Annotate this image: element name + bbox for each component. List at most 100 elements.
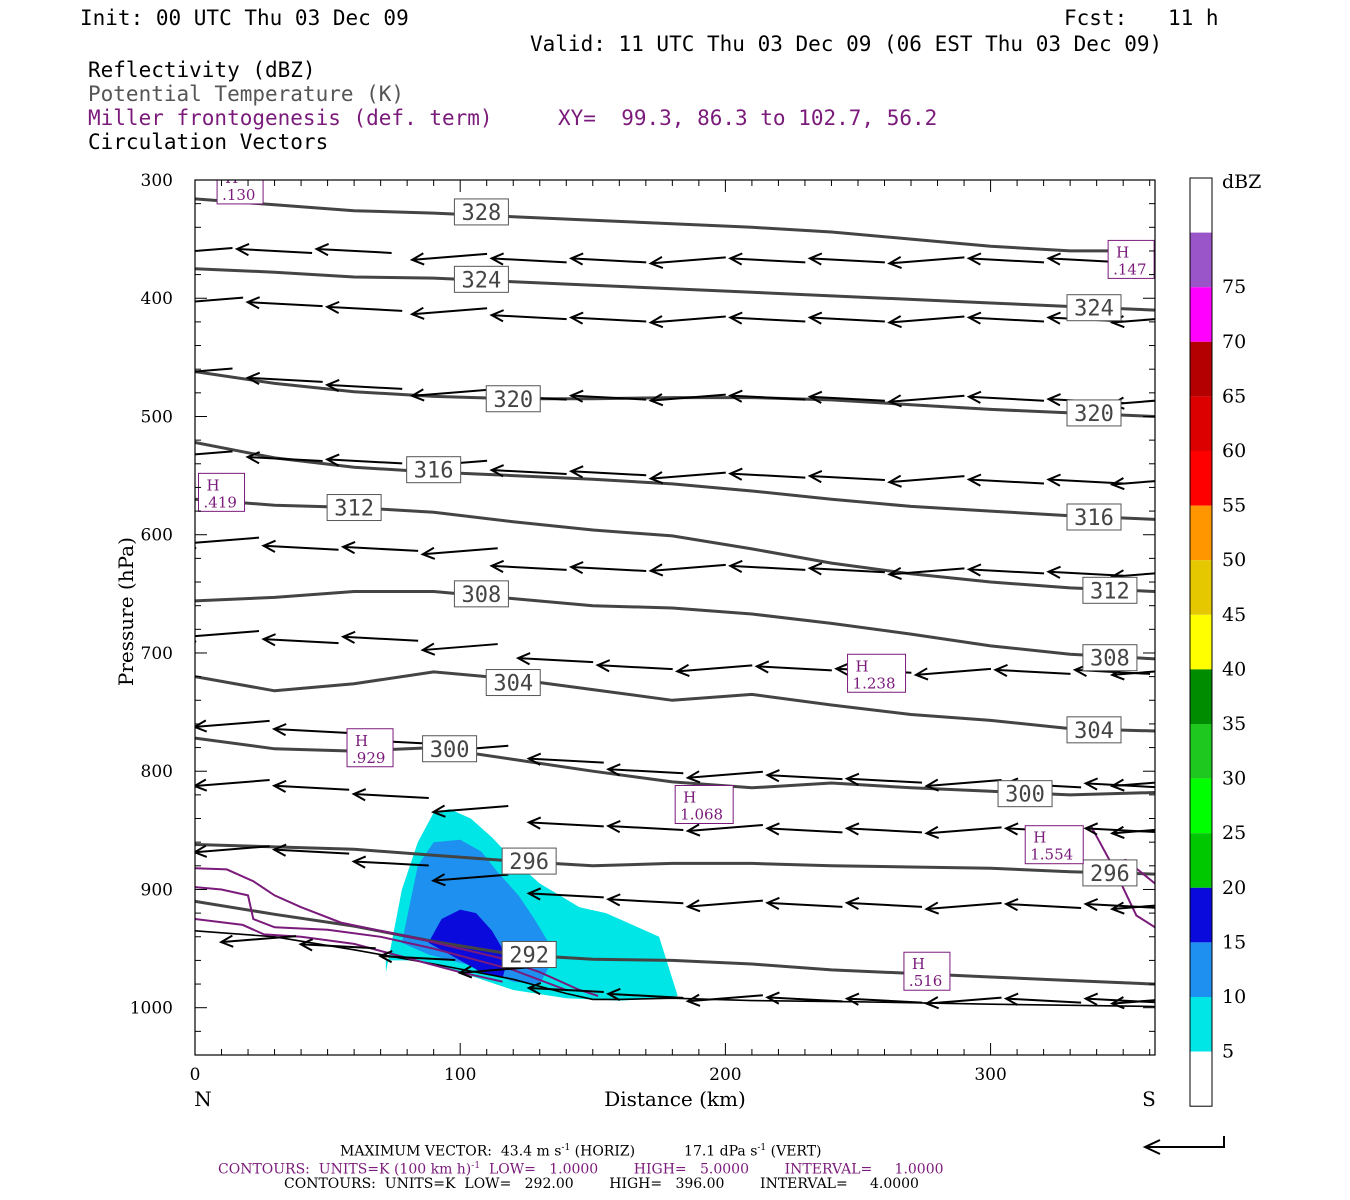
circulation-vector — [924, 901, 1002, 915]
circulation-vector — [685, 823, 763, 837]
theta-label-292: 292 — [501, 940, 557, 968]
circulation-vector — [1003, 898, 1082, 912]
x-tick-label: 0 — [190, 1065, 201, 1085]
forecast-hour: 11 h — [1168, 6, 1219, 30]
theta-label-304: 304 — [485, 669, 541, 697]
reference-vector-arrow — [1142, 1136, 1225, 1155]
theta-label-text: 320 — [493, 388, 533, 413]
circulation-vector — [1109, 825, 1155, 839]
theta-label-text: 304 — [493, 672, 533, 697]
circulation-vector — [568, 389, 647, 403]
colorbar-tick-label: 40 — [1222, 658, 1246, 680]
circulation-vector — [324, 300, 403, 315]
max-vector-text: MAXIMUM VECTOR: 43.4 m s-1 (HORIZ) 17.1 … — [340, 1143, 822, 1160]
circulation-vector — [526, 982, 604, 996]
circulation-vector — [754, 660, 832, 674]
colorbar-top-segment — [1190, 178, 1212, 233]
y-tick-label: 700 — [141, 644, 173, 664]
valid-time: Valid: 11 UTC Thu 03 Dec 09 (06 EST Thu … — [530, 32, 1163, 56]
y-tick-label: 600 — [141, 526, 173, 546]
circulation-vector — [195, 536, 260, 550]
circulation-vector — [606, 763, 684, 777]
circulation-vector — [728, 389, 806, 403]
fronto-max-value: .516 — [909, 972, 942, 990]
circulation-vector — [648, 471, 726, 485]
circulation-vector — [993, 663, 1071, 678]
colorbar-segment — [1190, 887, 1212, 943]
circulation-vector — [966, 390, 1045, 404]
circulation-vector — [648, 563, 726, 577]
theta-label-text: 312 — [1090, 579, 1130, 604]
max-vector-vert-label: (VERT) — [770, 1143, 822, 1160]
circulation-vector — [298, 938, 376, 952]
theta-label-316: 316 — [1066, 503, 1122, 531]
colorbar-segment — [1190, 669, 1212, 724]
max-vector-horiz-label: (HORIZ) — [574, 1143, 636, 1160]
fronto-max-symbol: H — [1033, 829, 1046, 847]
fronto-contour-3 — [195, 918, 503, 983]
circulation-vector — [765, 896, 843, 910]
fronto-max-symbol: H — [355, 732, 368, 750]
circulation-vector — [409, 388, 488, 402]
circulation-vector — [409, 306, 488, 320]
circulation-vector — [245, 371, 323, 385]
circulation-vector — [648, 393, 726, 407]
theta-label-text: 308 — [1090, 647, 1130, 672]
field-vectors: Circulation Vectors — [88, 130, 329, 154]
circulation-vector — [195, 778, 270, 792]
theta-contours-info: CONTOURS: UNITS=K LOW= 292.00 HIGH= 396.… — [284, 1176, 919, 1192]
theta-contour-296 — [195, 843, 1155, 876]
colorbar-segment — [1190, 942, 1212, 997]
fronto-max-box: H.929 — [346, 728, 394, 768]
theta-label-320: 320 — [485, 385, 541, 413]
theta-contour-320 — [195, 370, 1155, 418]
circulation-vector — [340, 540, 419, 555]
plot-area: 328 324 324 320 320 316 316 312 312 308 308 304 304 3… — [195, 180, 1155, 1010]
colorbar-tick-label: 25 — [1222, 822, 1246, 844]
init-time: Init: 00 UTC Thu 03 Dec 09 — [80, 6, 409, 30]
circulation-vector — [377, 950, 456, 964]
fronto-max-value: 1.068 — [680, 806, 723, 824]
circulation-vector — [195, 450, 233, 456]
circulation-vector — [728, 252, 806, 266]
theta-label-text: 308 — [462, 583, 502, 608]
circulation-vector — [685, 770, 763, 784]
fronto-contour-2 — [195, 886, 567, 991]
theta-label-text: 316 — [1074, 506, 1114, 531]
theta-label-304: 304 — [1066, 716, 1122, 744]
theta-label-316: 316 — [406, 456, 462, 484]
fronto-max-value: .130 — [222, 186, 255, 204]
circulation-vector — [966, 311, 1045, 325]
circulation-vector — [526, 816, 604, 830]
x-tick-label: 100 — [444, 1065, 476, 1085]
colorbar-tick-label: 55 — [1222, 495, 1246, 517]
x-axis-label: Distance (km) — [604, 1087, 746, 1111]
fronto-max-value: 1.554 — [1030, 846, 1073, 864]
circulation-vector — [728, 559, 806, 573]
fronto-max-symbol: H — [912, 955, 925, 973]
colorbar-tick-label: 15 — [1222, 931, 1246, 953]
circulation-vector — [728, 467, 806, 481]
fronto-max-box: H1.554 — [1024, 825, 1084, 865]
circulation-vector — [1046, 473, 1124, 487]
circulation-vector — [1109, 778, 1155, 792]
colorbar-segment — [1190, 451, 1212, 506]
circulation-vector — [1046, 565, 1124, 579]
circulation-vector — [351, 788, 429, 802]
circulation-vector — [324, 453, 403, 467]
theta-label-text: 320 — [1074, 402, 1114, 427]
circulation-vector — [420, 546, 498, 560]
circulation-vector — [1109, 477, 1155, 491]
theta-contour-304 — [195, 670, 1155, 733]
circulation-vector — [489, 464, 567, 478]
circulation-vector — [887, 255, 965, 270]
circulation-vector — [648, 255, 726, 270]
circulation-vector — [489, 309, 567, 323]
colorbar-title: dBZ — [1222, 171, 1261, 193]
circulation-vector — [195, 630, 260, 643]
theta-label-text: 300 — [430, 738, 470, 763]
circulation-vector — [568, 252, 647, 266]
fronto-max-symbol: H — [207, 476, 220, 494]
y-tick-label: 900 — [141, 880, 173, 900]
circulation-vector — [271, 779, 350, 793]
